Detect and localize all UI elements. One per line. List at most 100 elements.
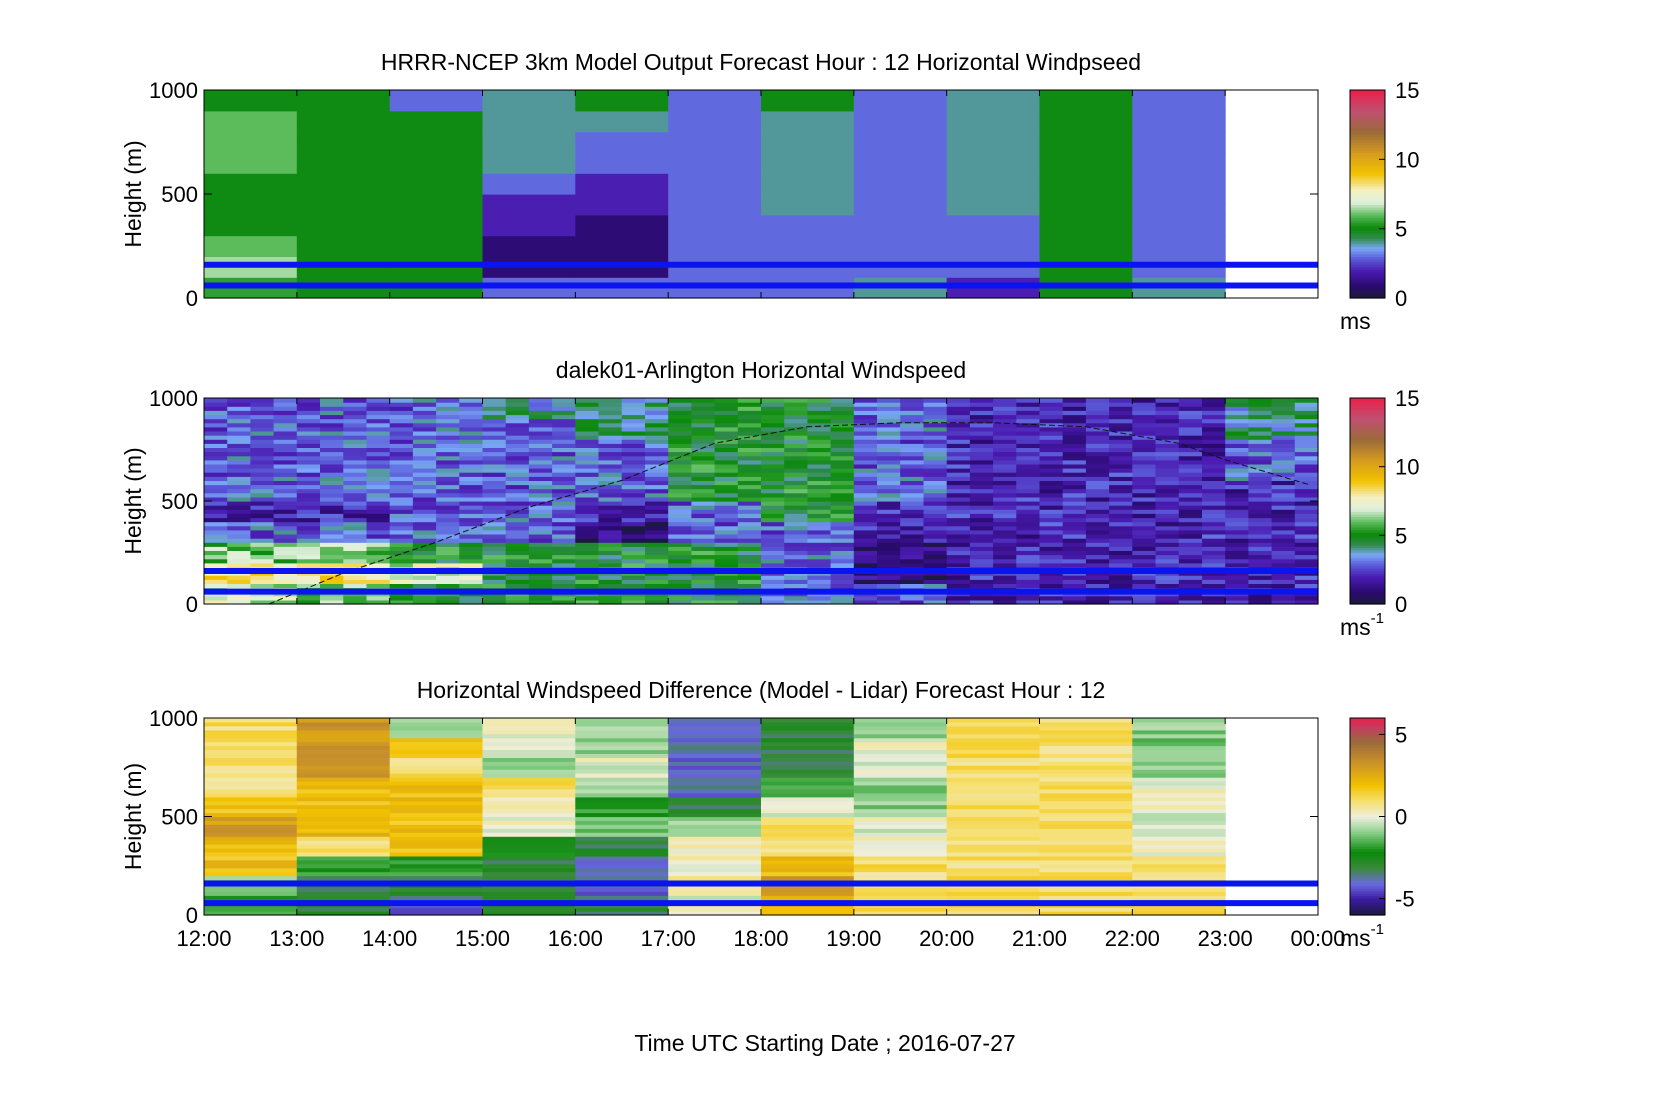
heatmap-cell	[761, 599, 785, 605]
heatmap-cell	[946, 599, 971, 605]
heatmap-cell	[761, 142, 855, 153]
heatmap-cell	[853, 554, 878, 560]
heatmap-cell	[761, 741, 855, 747]
heatmap-cell	[900, 501, 924, 506]
colorbar-swatch	[1350, 718, 1385, 722]
heatmap-cell	[1248, 463, 1273, 469]
heatmap-cell	[807, 542, 832, 547]
heatmap-cell	[528, 488, 553, 494]
heatmap-cell	[505, 455, 530, 461]
heatmap-cell	[1202, 455, 1226, 461]
heatmap-cell	[691, 439, 716, 444]
heatmap-cell	[645, 550, 669, 556]
heatmap-cell	[691, 431, 716, 436]
heatmap-cell	[1202, 414, 1226, 420]
heatmap-cell	[575, 90, 669, 101]
heatmap-cell	[946, 542, 971, 547]
heatmap-cell	[250, 538, 275, 543]
heatmap-cell	[668, 562, 692, 568]
heatmap-cell	[598, 521, 623, 527]
heatmap-cell	[946, 431, 971, 436]
heatmap-cell	[296, 513, 321, 519]
heatmap-cell	[552, 583, 576, 589]
heatmap-cell	[1155, 583, 1180, 589]
heatmap-cell	[1294, 517, 1319, 523]
heatmap-cell	[204, 777, 298, 782]
heatmap-cell	[784, 476, 808, 481]
heatmap-cell	[1225, 398, 1249, 403]
heatmap-cell	[784, 509, 808, 514]
heatmap-cell	[877, 538, 901, 543]
heatmap-cell	[528, 447, 553, 453]
heatmap-cell	[946, 777, 1041, 782]
heatmap-cell	[552, 422, 576, 428]
heatmap-cell	[436, 431, 460, 436]
colorbar-swatch	[1350, 524, 1385, 528]
heatmap-cell	[296, 468, 321, 473]
heatmap-cell	[668, 579, 692, 584]
heatmap-cell	[366, 579, 391, 584]
heatmap-cell	[1248, 534, 1273, 539]
heatmap-cell	[505, 575, 530, 580]
heatmap-cell	[1202, 534, 1226, 539]
heatmap-cell	[389, 769, 484, 774]
heatmap-cell	[204, 459, 228, 465]
colorbar-swatch	[1350, 568, 1385, 572]
heatmap-cell	[1039, 402, 1064, 407]
heatmap-cell	[296, 431, 321, 436]
heatmap-cell	[621, 406, 646, 411]
heatmap-cell	[204, 509, 228, 514]
heatmap-cell	[900, 542, 924, 547]
heatmap-cell	[436, 595, 460, 601]
heatmap-cell	[784, 558, 808, 564]
heatmap-cell	[389, 761, 484, 766]
heatmap-cell	[691, 554, 716, 560]
heatmap-cell	[807, 501, 832, 506]
heatmap-cell	[343, 451, 368, 457]
heatmap-cell	[784, 463, 808, 469]
heatmap-cell	[621, 525, 646, 531]
heatmap-cell	[296, 521, 321, 527]
heatmap-cell	[1248, 562, 1273, 568]
heatmap-cell	[575, 476, 600, 481]
heatmap-cell	[993, 488, 1017, 494]
heatmap-cell	[204, 824, 298, 829]
heatmap-cell	[1225, 554, 1249, 560]
heatmap-cell	[737, 426, 762, 432]
heatmap-cell	[482, 463, 507, 469]
heatmap-cell	[900, 562, 924, 568]
heatmap-cell	[830, 492, 855, 498]
heatmap-cell	[1155, 468, 1180, 473]
heatmap-cell	[993, 595, 1017, 601]
heatmap-cell	[296, 546, 321, 551]
heatmap-cell	[853, 142, 948, 153]
heatmap-cell	[1062, 484, 1087, 490]
heatmap-cell	[296, 266, 391, 278]
heatmap-cell	[250, 418, 275, 424]
heatmap-cell	[482, 855, 576, 861]
colorbar-swatch	[1350, 537, 1385, 541]
heatmap-cell	[505, 431, 530, 436]
heatmap-cell	[830, 509, 855, 514]
heatmap-cell	[1132, 435, 1157, 440]
heatmap-cell	[598, 398, 623, 403]
heatmap-cell	[204, 501, 228, 506]
heatmap-cell	[575, 194, 669, 205]
heatmap-cell	[389, 729, 484, 735]
heatmap-cell	[436, 422, 460, 428]
heatmap-cell	[1039, 152, 1133, 164]
heatmap-cell	[320, 418, 344, 424]
heatmap-cell	[830, 550, 855, 556]
heatmap-cell	[761, 513, 785, 519]
heatmap-cell	[273, 575, 298, 580]
heatmap-cell	[575, 472, 600, 477]
heatmap-cell	[946, 769, 1041, 774]
heatmap-cell	[1132, 887, 1226, 892]
heatmap-cell	[412, 550, 437, 556]
heatmap-cell	[296, 595, 321, 601]
heatmap-cell	[1039, 907, 1133, 912]
heatmap-cell	[1039, 492, 1064, 498]
heatmap-cell	[343, 538, 368, 543]
heatmap-cell	[946, 501, 971, 506]
heatmap-cell	[668, 840, 762, 845]
